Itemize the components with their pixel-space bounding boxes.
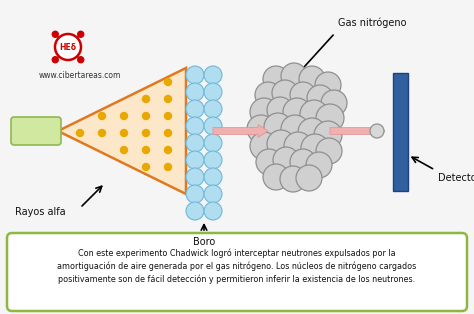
Circle shape — [284, 132, 312, 160]
Circle shape — [143, 147, 149, 154]
Circle shape — [290, 149, 316, 175]
Circle shape — [186, 100, 204, 118]
Circle shape — [204, 83, 222, 101]
Circle shape — [186, 66, 204, 84]
Circle shape — [316, 138, 342, 164]
Circle shape — [186, 168, 204, 186]
Circle shape — [204, 151, 222, 169]
Circle shape — [186, 134, 204, 152]
Circle shape — [164, 164, 172, 171]
Text: www.cibertareas.com: www.cibertareas.com — [39, 71, 121, 80]
Circle shape — [267, 97, 293, 123]
Text: Detector de núcleos: Detector de núcleos — [438, 173, 474, 183]
Circle shape — [300, 100, 328, 128]
Circle shape — [55, 34, 81, 60]
Circle shape — [164, 147, 172, 154]
Circle shape — [164, 78, 172, 85]
FancyBboxPatch shape — [11, 117, 61, 145]
Circle shape — [164, 112, 172, 120]
Text: HEδ: HEδ — [59, 42, 77, 51]
Circle shape — [283, 98, 311, 126]
Circle shape — [255, 82, 281, 108]
Circle shape — [280, 166, 306, 192]
Circle shape — [78, 31, 84, 37]
Circle shape — [143, 112, 149, 120]
Circle shape — [306, 152, 332, 178]
Circle shape — [281, 115, 309, 143]
Circle shape — [78, 57, 84, 63]
Circle shape — [143, 95, 149, 102]
Circle shape — [186, 117, 204, 135]
Circle shape — [186, 151, 204, 169]
Circle shape — [250, 132, 278, 160]
Circle shape — [316, 104, 344, 132]
Circle shape — [314, 121, 342, 149]
Circle shape — [296, 165, 322, 191]
Circle shape — [120, 147, 128, 154]
Circle shape — [301, 134, 329, 162]
Circle shape — [256, 149, 282, 175]
Circle shape — [204, 185, 222, 203]
Circle shape — [143, 164, 149, 171]
Circle shape — [204, 117, 222, 135]
Circle shape — [52, 31, 58, 37]
Circle shape — [250, 98, 278, 126]
Circle shape — [273, 147, 299, 173]
Circle shape — [143, 129, 149, 137]
Circle shape — [52, 57, 58, 63]
Circle shape — [120, 129, 128, 137]
Circle shape — [321, 90, 347, 116]
Circle shape — [263, 164, 289, 190]
Circle shape — [370, 124, 384, 138]
Circle shape — [307, 85, 333, 111]
FancyBboxPatch shape — [7, 233, 467, 311]
Circle shape — [204, 66, 222, 84]
Circle shape — [204, 202, 222, 220]
Circle shape — [99, 129, 106, 137]
Polygon shape — [58, 68, 186, 194]
Circle shape — [263, 66, 289, 92]
Circle shape — [204, 134, 222, 152]
Circle shape — [204, 168, 222, 186]
Circle shape — [186, 185, 204, 203]
Circle shape — [76, 129, 83, 137]
Circle shape — [267, 130, 295, 158]
Text: Con este experimento Chadwick logró interceptar neutrones expulsados por la
amor: Con este experimento Chadwick logró inte… — [57, 248, 417, 284]
Circle shape — [315, 72, 341, 98]
Circle shape — [298, 118, 326, 146]
FancyArrow shape — [330, 124, 385, 138]
Circle shape — [281, 63, 307, 89]
Circle shape — [204, 100, 222, 118]
Circle shape — [299, 66, 325, 92]
Bar — [393, 73, 408, 191]
Text: Boro: Boro — [193, 237, 215, 247]
Circle shape — [272, 80, 298, 106]
Text: Rayos alfa: Rayos alfa — [15, 207, 65, 217]
Circle shape — [264, 113, 292, 141]
Circle shape — [290, 82, 316, 108]
Circle shape — [247, 115, 275, 143]
Circle shape — [164, 95, 172, 102]
Circle shape — [120, 112, 128, 120]
Circle shape — [186, 83, 204, 101]
Circle shape — [99, 112, 106, 120]
FancyArrow shape — [213, 124, 268, 138]
Text: Gas nitrógeno: Gas nitrógeno — [338, 18, 407, 28]
Circle shape — [186, 202, 204, 220]
Circle shape — [164, 129, 172, 137]
